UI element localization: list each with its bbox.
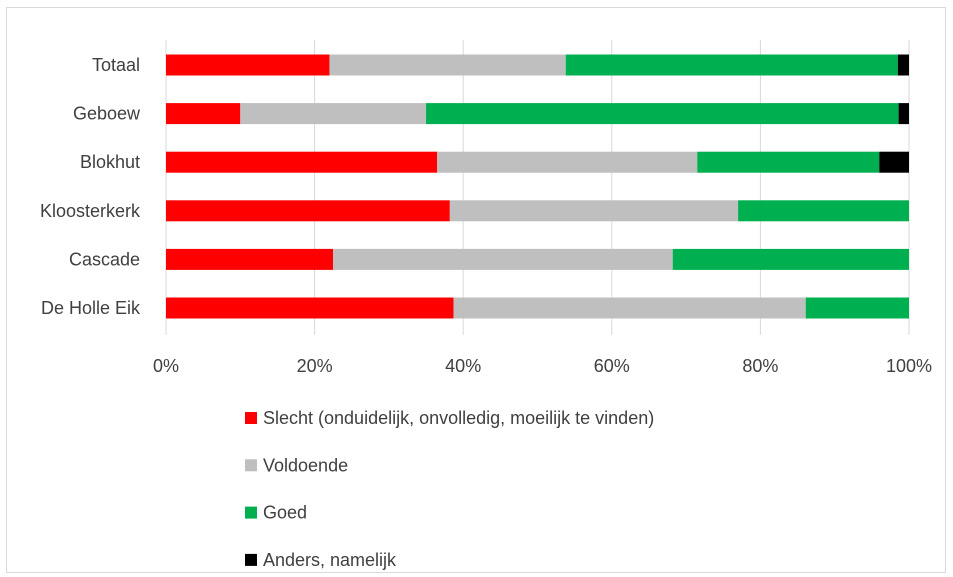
- x-tick-label: 20%: [297, 356, 333, 376]
- bar-segment: [879, 151, 909, 173]
- category-labels: Totaal Geboew Blokhut Kloosterkerk Cascade De…: [40, 55, 141, 318]
- bar-segment: [166, 103, 241, 125]
- category-label: Kloosterkerk: [40, 201, 141, 221]
- bar-segment: [166, 151, 438, 173]
- bar-segment: [805, 297, 909, 319]
- legend-label: Goed: [263, 503, 307, 523]
- legend-swatch: [245, 412, 257, 424]
- category-label: Geboew: [73, 104, 141, 124]
- legend-label: Slecht (onduidelijk, onvolledig, moeilij…: [263, 408, 654, 428]
- legend-swatch: [245, 506, 257, 519]
- bar-segment: [426, 103, 899, 125]
- bar-segment: [240, 103, 427, 125]
- bar-segment: [672, 248, 909, 270]
- legend-swatch: [245, 553, 257, 566]
- bar-segment: [437, 151, 698, 173]
- x-tick-label: 100%: [886, 356, 932, 376]
- bar-segment: [166, 54, 330, 76]
- bar-segment: [897, 54, 909, 76]
- bar-segment: [738, 200, 909, 222]
- bar-segment: [565, 54, 898, 76]
- legend: Slecht (onduidelijk, onvolledig, moeilij…: [245, 408, 654, 570]
- bar-segment: [166, 297, 454, 319]
- category-label: Totaal: [92, 55, 140, 75]
- bar-segment: [898, 103, 909, 125]
- gridlines: [165, 40, 910, 335]
- bar-segment: [449, 200, 739, 222]
- category-label: Cascade: [69, 249, 140, 269]
- legend-swatch: [245, 459, 257, 472]
- bar-segment: [453, 297, 806, 319]
- legend-label: Anders, namelijk: [263, 550, 397, 570]
- x-tick-label: 0%: [153, 356, 179, 376]
- category-label: De Holle Eik: [41, 298, 141, 318]
- x-tick-label: 80%: [742, 356, 778, 376]
- bar-segment: [166, 200, 450, 222]
- bar-segment: [329, 54, 566, 76]
- x-tick-label: 60%: [594, 356, 630, 376]
- bar-segment: [697, 151, 880, 173]
- category-label: Blokhut: [80, 152, 140, 172]
- legend-label: Voldoende: [263, 455, 348, 475]
- x-tick-labels: 0% 20% 40% 60% 80% 100%: [153, 356, 932, 376]
- bar-segment: [333, 248, 673, 270]
- bar-segment: [166, 248, 334, 270]
- bars: [166, 54, 909, 319]
- chart-frame: [6, 7, 946, 573]
- x-tick-label: 40%: [445, 356, 481, 376]
